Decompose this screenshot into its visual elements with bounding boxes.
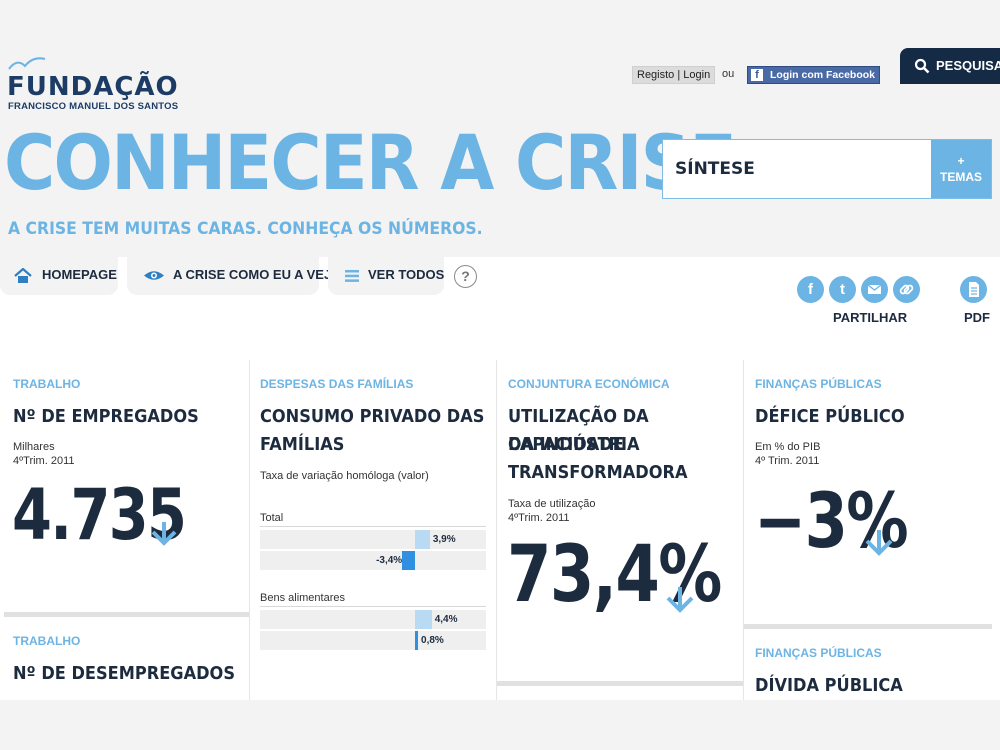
- temas-label: TEMAS: [940, 170, 982, 184]
- search-icon: [914, 58, 930, 74]
- card-category: TRABALHO: [13, 634, 81, 648]
- card-measure: Taxa de variação homóloga (valor): [260, 470, 429, 482]
- chart-bar-row: [260, 631, 486, 650]
- link-icon: [899, 284, 914, 295]
- card-category: FINANÇAS PÚBLICAS: [755, 377, 882, 391]
- card-title-line1: CONSUMO PRIVADO DAS: [260, 406, 485, 427]
- bottom-band: [0, 700, 1000, 750]
- card-title-line3: TRANSFORMADORA: [508, 462, 688, 483]
- arrow-down-icon: [666, 587, 694, 613]
- chart-group-label: Bens alimentares: [260, 592, 345, 604]
- facebook-login-button[interactable]: f Login com Facebook: [747, 66, 880, 84]
- chart-data-label: -3,4%: [376, 555, 403, 566]
- pdf-button[interactable]: [960, 276, 987, 303]
- card-divider: [4, 612, 249, 617]
- tab-a-crise-como-eu-a-vejo[interactable]: A CRISE COMO EU A VEJO: [127, 257, 341, 295]
- temas-button[interactable]: + TEMAS: [931, 140, 991, 198]
- card-category: TRABALHO: [13, 377, 81, 391]
- column-divider: [249, 360, 250, 700]
- card-title: DÉFICE PÚBLICO: [755, 406, 905, 427]
- email-share-icon[interactable]: [861, 276, 888, 303]
- login-button[interactable]: Registo | Login: [632, 66, 716, 84]
- card-period: 4º Trim. 2011: [755, 455, 820, 467]
- bird-logo-icon: [8, 57, 46, 70]
- card-category: CONJUNTURA ECONÓMICA: [508, 377, 670, 391]
- card-title-line1: UTILIZAÇÃO DA CAPACIDADE: [508, 406, 649, 455]
- card-category: FINANÇAS PÚBLICAS: [755, 646, 882, 660]
- card-category: DESPESAS DAS FAMÍLIAS: [260, 377, 414, 391]
- logo[interactable]: FUNDAÇÃO FRANCISCO MANUEL DOS SANTOS: [7, 56, 179, 114]
- facebook-login-label: Login com Facebook: [770, 69, 876, 81]
- card-title: Nº DE EMPREGADOS: [13, 406, 199, 427]
- card-period: 4ºTrim. 2011: [13, 455, 75, 467]
- search-label: PESQUISA: [936, 58, 1000, 73]
- card-divider: [497, 681, 743, 686]
- home-icon: [14, 268, 32, 283]
- page-subtitle: A CRISE TEM MUITAS CARAS. CONHEÇA OS NÚM…: [8, 219, 483, 239]
- plus-icon: +: [957, 154, 965, 168]
- chart-data-label: 4,4%: [434, 614, 458, 625]
- chart-group-label: Total: [260, 512, 284, 524]
- eye-icon: [144, 271, 164, 280]
- card-unit: Milhares: [13, 441, 55, 453]
- help-button[interactable]: ?: [454, 265, 477, 288]
- tab-ver-todos-label: VER TODOS: [368, 267, 445, 282]
- theme-selector-label: SÍNTESE: [675, 159, 755, 179]
- share-label: PARTILHAR: [833, 310, 908, 325]
- link-share-icon[interactable]: [893, 276, 920, 303]
- or-label: ou: [722, 68, 735, 80]
- email-icon: [867, 284, 882, 294]
- card-title: Nº DE DESEMPREGADOS: [13, 663, 235, 684]
- logo-subtitle: FRANCISCO MANUEL DOS SANTOS: [8, 101, 179, 112]
- chart-bar: [415, 631, 419, 650]
- card-title-line2: DA INDÚSTRIA: [508, 434, 640, 455]
- tab-homepage[interactable]: HOMEPAGE: [0, 257, 118, 295]
- chart-bar-row: [260, 551, 486, 570]
- tab-a-crise-label: A CRISE COMO EU A VEJO: [173, 267, 342, 282]
- card-unit: Em % do PIB: [755, 441, 821, 453]
- tab-homepage-label: HOMEPAGE: [42, 267, 117, 282]
- search-button[interactable]: PESQUISA: [900, 48, 1000, 84]
- column-divider: [743, 360, 744, 700]
- theme-selector[interactable]: SÍNTESE + TEMAS: [662, 139, 992, 199]
- page-title: CONHECER A CRISE:: [4, 118, 763, 207]
- card-measure: Taxa de utilização: [508, 498, 596, 510]
- chart-bar: [415, 610, 432, 629]
- card-value: 4.735: [12, 474, 187, 556]
- pdf-label: PDF: [964, 310, 990, 325]
- chart-data-label: 0,8%: [421, 635, 444, 646]
- chart-bar: [415, 530, 430, 549]
- facebook-share-icon[interactable]: f: [797, 276, 824, 303]
- facebook-icon: f: [751, 69, 763, 81]
- twitter-share-icon[interactable]: t: [829, 276, 856, 303]
- chart-group-rule: [260, 526, 486, 527]
- arrow-down-icon: [151, 522, 177, 546]
- logo-name: FUNDAÇÃO: [7, 72, 179, 102]
- list-icon: [345, 270, 359, 282]
- chart-data-label: 3,9%: [432, 534, 456, 545]
- card-period: 4ºTrim. 2011: [508, 512, 570, 524]
- card-title-line2: FAMÍLIAS: [260, 434, 345, 455]
- card-divider: [744, 624, 992, 629]
- card-title: DÍVIDA PÚBLICA: [755, 675, 903, 696]
- chart-group-rule: [260, 606, 486, 607]
- column-divider: [496, 360, 497, 700]
- pdf-icon: [969, 282, 979, 297]
- tab-ver-todos[interactable]: VER TODOS: [328, 257, 444, 295]
- chart-bar: [402, 551, 415, 570]
- arrow-down-icon: [865, 530, 893, 556]
